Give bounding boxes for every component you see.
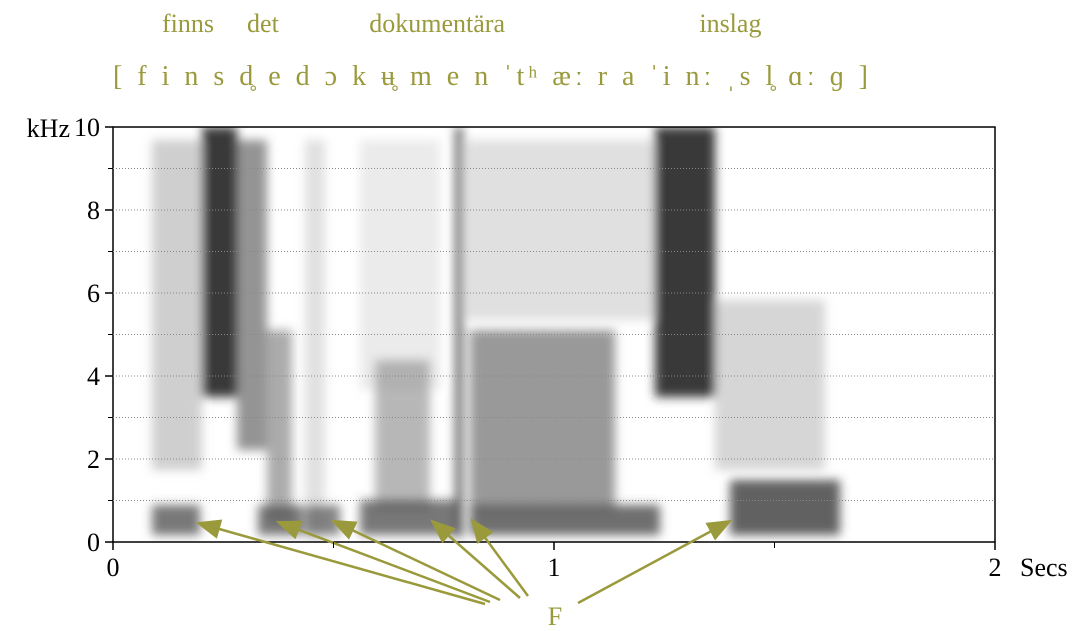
x-tick-label: 0	[107, 553, 120, 582]
x-axis-label: Secs	[1020, 553, 1068, 582]
y-tick-label: 6	[87, 279, 100, 308]
word-label: inslag	[699, 9, 761, 38]
x-tick-label: 2	[989, 553, 1002, 582]
x-tick-label: 1	[548, 553, 561, 582]
y-tick-label: 2	[87, 445, 100, 474]
annotation-label: F	[548, 602, 562, 631]
word-label: finns	[162, 9, 214, 38]
word-label: det	[247, 9, 280, 38]
annotation-arrows	[195, 517, 733, 606]
y-tick-label: 0	[87, 528, 100, 557]
y-axis-label: kHz	[27, 114, 70, 143]
spectrogram-energy	[152, 127, 840, 540]
word-label: dokumentära	[369, 9, 505, 38]
y-tick-label: 4	[87, 362, 100, 391]
y-tick-label: 8	[87, 196, 100, 225]
phonetic-transcription: [ f i n s d̥ e d ɔ k ʉ̥ m e n ˈtʰ æː r a…	[113, 61, 868, 92]
y-tick-label: 10	[74, 113, 100, 142]
